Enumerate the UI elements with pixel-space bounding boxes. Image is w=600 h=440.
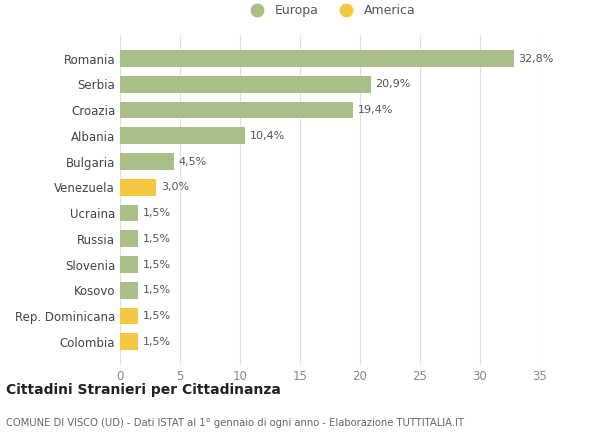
- Bar: [120, 102, 353, 118]
- Bar: [120, 308, 138, 324]
- Text: 1,5%: 1,5%: [143, 260, 171, 270]
- Text: 19,4%: 19,4%: [358, 105, 393, 115]
- Text: 1,5%: 1,5%: [143, 234, 171, 244]
- Text: 3,0%: 3,0%: [161, 182, 189, 192]
- Text: 10,4%: 10,4%: [250, 131, 285, 141]
- Bar: [120, 50, 514, 67]
- Text: 1,5%: 1,5%: [143, 285, 171, 295]
- Bar: [120, 282, 138, 299]
- Bar: [120, 153, 174, 170]
- Text: 20,9%: 20,9%: [376, 79, 411, 89]
- Text: 1,5%: 1,5%: [143, 208, 171, 218]
- Bar: [120, 256, 138, 273]
- Bar: [120, 231, 138, 247]
- Bar: [120, 179, 156, 196]
- Text: 4,5%: 4,5%: [179, 157, 207, 167]
- Bar: [120, 334, 138, 350]
- Text: 32,8%: 32,8%: [518, 54, 554, 63]
- Bar: [120, 205, 138, 221]
- Text: 1,5%: 1,5%: [143, 311, 171, 321]
- Text: Cittadini Stranieri per Cittadinanza: Cittadini Stranieri per Cittadinanza: [6, 383, 281, 397]
- Text: COMUNE DI VISCO (UD) - Dati ISTAT al 1° gennaio di ogni anno - Elaborazione TUTT: COMUNE DI VISCO (UD) - Dati ISTAT al 1° …: [6, 418, 464, 428]
- Legend: Europa, America: Europa, America: [239, 0, 421, 22]
- Bar: [120, 76, 371, 93]
- Text: 1,5%: 1,5%: [143, 337, 171, 347]
- Bar: [120, 128, 245, 144]
